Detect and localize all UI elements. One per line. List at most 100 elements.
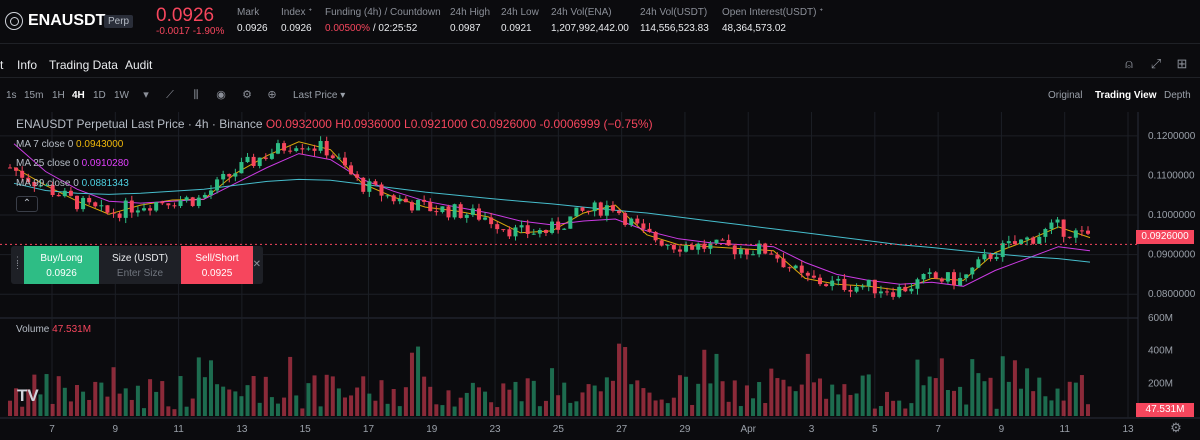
settings-icon[interactable]: ⚙	[242, 89, 252, 101]
stat-value: 0.0926	[237, 23, 268, 34]
indicators-icon[interactable]: ⟋	[166, 89, 174, 101]
volume-bar	[714, 353, 719, 416]
volume-bar	[349, 395, 354, 416]
tab-chart[interactable]: t	[0, 58, 4, 72]
size-input[interactable]: Size (USDT) Enter Size	[100, 246, 180, 284]
volume-bar	[970, 359, 975, 416]
timeframe-1s[interactable]: 1s	[6, 90, 17, 101]
candle-body	[738, 249, 743, 255]
volume-bar	[592, 385, 597, 416]
volume-bar	[830, 384, 835, 416]
volume-bar	[166, 406, 171, 416]
candle-body	[172, 205, 177, 207]
candle-body	[38, 185, 43, 187]
volume-bar	[909, 403, 914, 416]
chart-settings-icon[interactable]: ⚙	[1170, 420, 1182, 435]
volume-bar	[312, 375, 317, 416]
volume-bar	[1079, 375, 1084, 416]
timeframe-1w[interactable]: 1W	[114, 90, 129, 101]
volume-bar	[604, 377, 609, 416]
volume-bar	[434, 404, 439, 416]
candle-body	[306, 148, 311, 150]
tab-info[interactable]: Info	[17, 58, 38, 72]
candle-body	[513, 227, 518, 237]
volume-bar	[1037, 377, 1042, 416]
candle-body	[148, 208, 153, 211]
volume-bar	[1055, 388, 1060, 416]
ma25-value: 0.0910280	[81, 158, 129, 169]
drag-handle-icon[interactable]: ⋮ ⋮	[13, 255, 22, 270]
candle-body	[610, 205, 615, 211]
info-icon[interactable]: ᐩ	[308, 7, 313, 18]
timeframe-4h[interactable]: 4H	[72, 90, 85, 101]
candle-body	[385, 195, 390, 197]
x-tick-label: 25	[553, 424, 565, 435]
candle-body	[245, 156, 250, 163]
stat-value: 1,207,992,442.00	[551, 23, 629, 34]
candle-body	[982, 254, 987, 260]
volume-bar	[866, 374, 871, 416]
volume-bar	[1019, 388, 1024, 416]
candle-body	[336, 157, 341, 159]
symbol-name[interactable]: ENAUSDT	[28, 12, 106, 29]
candle-body	[452, 204, 457, 218]
candle-body	[129, 200, 134, 213]
close-icon[interactable]: ✕	[252, 259, 261, 270]
candle-body	[726, 239, 731, 246]
stat-low: 24h Low 0.0921	[501, 7, 539, 34]
candle-body	[531, 233, 536, 235]
volume-bar	[842, 384, 847, 416]
price-type-select[interactable]: Last Price ▾	[293, 90, 346, 101]
add-icon[interactable]: ⊕	[267, 89, 277, 101]
candle-body	[355, 174, 360, 178]
candle-body	[964, 274, 969, 279]
x-tick-label: 5	[872, 424, 878, 435]
volume-bar	[50, 403, 55, 416]
collapse-legend-button[interactable]: ⌃	[16, 196, 38, 212]
tab-trading-data[interactable]: Trading Data	[49, 58, 118, 72]
view-depth[interactable]: Depth	[1164, 90, 1191, 101]
info-icon[interactable]: ᐩ	[819, 7, 824, 18]
volume-bar	[324, 374, 329, 416]
candle-body	[269, 153, 274, 159]
candle-body	[732, 245, 737, 255]
volume-bar	[659, 399, 664, 416]
volume-bar	[702, 349, 707, 416]
volume-bar	[1061, 400, 1066, 416]
candle-body	[830, 280, 835, 287]
volume-bar	[635, 380, 640, 416]
buy-long-button[interactable]: Buy/Long 0.0926	[24, 246, 99, 284]
timeframe-1h[interactable]: 1H	[52, 90, 65, 101]
candle-body	[489, 217, 494, 225]
camera-icon[interactable]: ◉	[216, 89, 226, 101]
alert-bell-icon[interactable]: ⍝	[1125, 56, 1133, 71]
volume-bar	[915, 359, 920, 416]
candle-body	[160, 202, 165, 204]
tab-audit[interactable]: Audit	[125, 58, 153, 72]
candle-body	[470, 208, 475, 215]
volume-bar	[196, 357, 201, 416]
volume-bar	[921, 385, 926, 416]
volume-bar	[1012, 360, 1017, 416]
stat-value: 48,364,573.02	[722, 23, 786, 34]
candle-body	[824, 284, 829, 287]
volume-bar	[732, 380, 737, 416]
timeframe-dropdown-icon[interactable]: ▾	[143, 89, 149, 101]
sell-short-button[interactable]: Sell/Short 0.0925	[181, 246, 253, 284]
volume-bar	[598, 391, 603, 416]
timeframe-1d[interactable]: 1D	[93, 90, 106, 101]
candle-body	[239, 162, 244, 174]
view-trading-view[interactable]: Trading View	[1095, 90, 1157, 101]
timeframe-15m[interactable]: 15m	[24, 90, 44, 101]
view-original[interactable]: Original	[1048, 90, 1083, 101]
expand-icon[interactable]: ⤢	[1150, 56, 1162, 71]
layout-grid-icon[interactable]: ⊞	[1176, 56, 1188, 71]
volume-tick-label: 600M	[1148, 313, 1173, 324]
volume-bar	[641, 388, 646, 416]
volume-bar	[696, 383, 701, 416]
candle-body	[543, 230, 548, 233]
ma99-label: MA 99 close 0	[16, 178, 79, 189]
chart-type-icon[interactable]: ⫼	[193, 89, 199, 101]
